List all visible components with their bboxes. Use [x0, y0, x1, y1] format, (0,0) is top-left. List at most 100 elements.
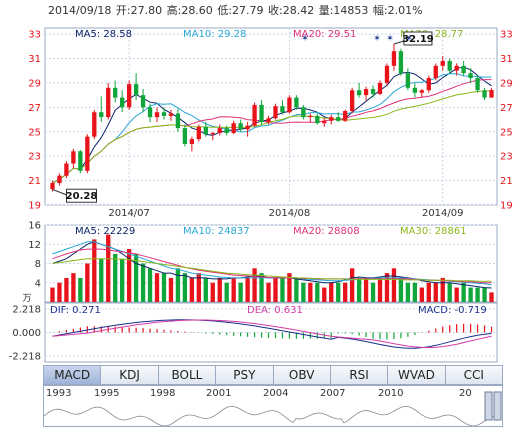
volume-bar — [482, 287, 487, 302]
candle-body — [315, 115, 320, 124]
volume-bar — [412, 282, 418, 302]
tab-cci[interactable]: CCI — [463, 368, 484, 382]
navigator-year-label: 1998 — [150, 388, 176, 399]
candle-body — [398, 51, 404, 74]
price-y-tick-left: 25 — [28, 127, 41, 138]
tab-macd[interactable]: MACD — [44, 366, 102, 384]
candle-body — [329, 117, 334, 121]
price-panel-frame — [44, 27, 498, 206]
candle-body — [363, 89, 369, 96]
volume-bar — [259, 273, 264, 302]
tab-wvad[interactable]: WVAD — [388, 366, 446, 384]
stock-chart[interactable]: 33 33 31 31 29 29 27 27 25 25 23 23 21 21 19 19 2014/07 2… — [0, 0, 515, 365]
candle-body — [273, 106, 278, 119]
volume-bar — [245, 277, 250, 302]
volume-bar — [363, 277, 369, 302]
header-open: 开:27.80 — [115, 4, 163, 17]
volume-bar — [273, 277, 278, 302]
candle-body — [99, 112, 104, 118]
candle-body — [266, 118, 271, 122]
volume-bar — [92, 239, 97, 302]
header-date: 2014/09/18 — [48, 4, 112, 17]
event-marker-icon: ✶ — [301, 34, 309, 44]
navigator-range-handle-left[interactable] — [484, 391, 493, 421]
candle-body — [461, 65, 466, 74]
volume-bar — [78, 277, 83, 302]
volume-bar — [377, 277, 383, 302]
candle-body — [454, 65, 459, 71]
candle-body — [78, 151, 83, 171]
max-callout-box — [403, 31, 433, 46]
candle-body — [210, 132, 215, 135]
price-y-tick-right: 31 — [500, 54, 513, 65]
volume-bar — [252, 268, 257, 302]
header-change: 幅:2.01% — [372, 4, 423, 17]
volume-bar — [398, 277, 404, 302]
tab-rsi[interactable]: RSI — [331, 366, 389, 384]
navigator-year-label: 1993 — [46, 388, 72, 399]
navigator-year-label: 2010 — [378, 388, 404, 399]
price-y-tick-left: 27 — [28, 103, 41, 114]
volume-bar — [370, 282, 376, 302]
volume-bar — [419, 287, 424, 302]
volume-bar — [294, 277, 299, 302]
volume-bar — [120, 258, 125, 302]
candle-body — [370, 89, 376, 94]
candle-body — [113, 87, 118, 98]
volume-bar — [391, 268, 397, 302]
tab-kdj[interactable]: KDJ — [101, 366, 159, 384]
quote-header: 2014/09/18 开:27.80 高:28.60 低:27.79 收:28.… — [48, 2, 424, 18]
candle-body — [175, 113, 181, 129]
max-price-label: 32.19 — [402, 34, 434, 45]
price-y-tick-right: 23 — [500, 152, 513, 163]
navigator-history-line — [44, 405, 495, 426]
candle-body — [50, 183, 55, 190]
navigator-chart[interactable] — [44, 386, 502, 426]
candle-body — [322, 120, 327, 124]
candle-body — [252, 104, 257, 126]
candle-body — [64, 163, 69, 176]
candle-body — [203, 126, 208, 135]
price-y-tick-left: 31 — [28, 54, 41, 65]
candle-body — [294, 97, 299, 108]
min-callout-line — [52, 188, 68, 196]
price-ma5-line — [52, 66, 492, 184]
candle-body — [147, 107, 153, 118]
volume-bar — [475, 287, 480, 302]
tab-obv[interactable]: OBV — [274, 366, 331, 384]
candle-body — [356, 90, 362, 96]
volume-unit-label: 万 — [22, 294, 31, 304]
volume-bar — [126, 249, 132, 302]
candle-body — [384, 65, 390, 83]
macd-dea-line — [52, 319, 492, 349]
time-navigator[interactable]: 1993 1995 1998 2001 2004 2007 2010 20 — [43, 385, 503, 427]
candle-body — [85, 136, 90, 171]
volume-bar — [113, 253, 118, 302]
candle-body — [133, 84, 139, 96]
price-y-tick-right: 19 — [500, 201, 513, 212]
tab-psy[interactable]: PSY — [216, 366, 274, 384]
event-marker-icon: ✶ — [386, 34, 394, 44]
volume-bar — [405, 282, 411, 302]
candle-body — [154, 112, 160, 118]
volume-bar — [161, 273, 167, 302]
macd-y-tick: -2.218 — [9, 352, 41, 363]
tab-boll[interactable]: BOLL — [159, 366, 217, 384]
volume-bar — [182, 273, 188, 302]
navigator-year-label: 2004 — [263, 388, 289, 399]
volume-bar — [203, 277, 208, 302]
candle-body — [196, 126, 201, 140]
volume-bar — [189, 277, 195, 302]
volume-bar — [468, 287, 473, 302]
volume-bar — [133, 253, 139, 302]
candle-body — [447, 60, 452, 71]
navigator-range-handle-right[interactable] — [493, 391, 502, 421]
volume-y-tick: 16 — [28, 221, 41, 232]
volume-bar — [71, 273, 76, 302]
volume-bar — [384, 273, 390, 302]
volume-bar — [440, 277, 445, 302]
volume-bar — [489, 292, 494, 302]
price-ma30-line — [52, 90, 492, 184]
candle-body — [182, 128, 188, 144]
candle-body — [287, 97, 292, 113]
